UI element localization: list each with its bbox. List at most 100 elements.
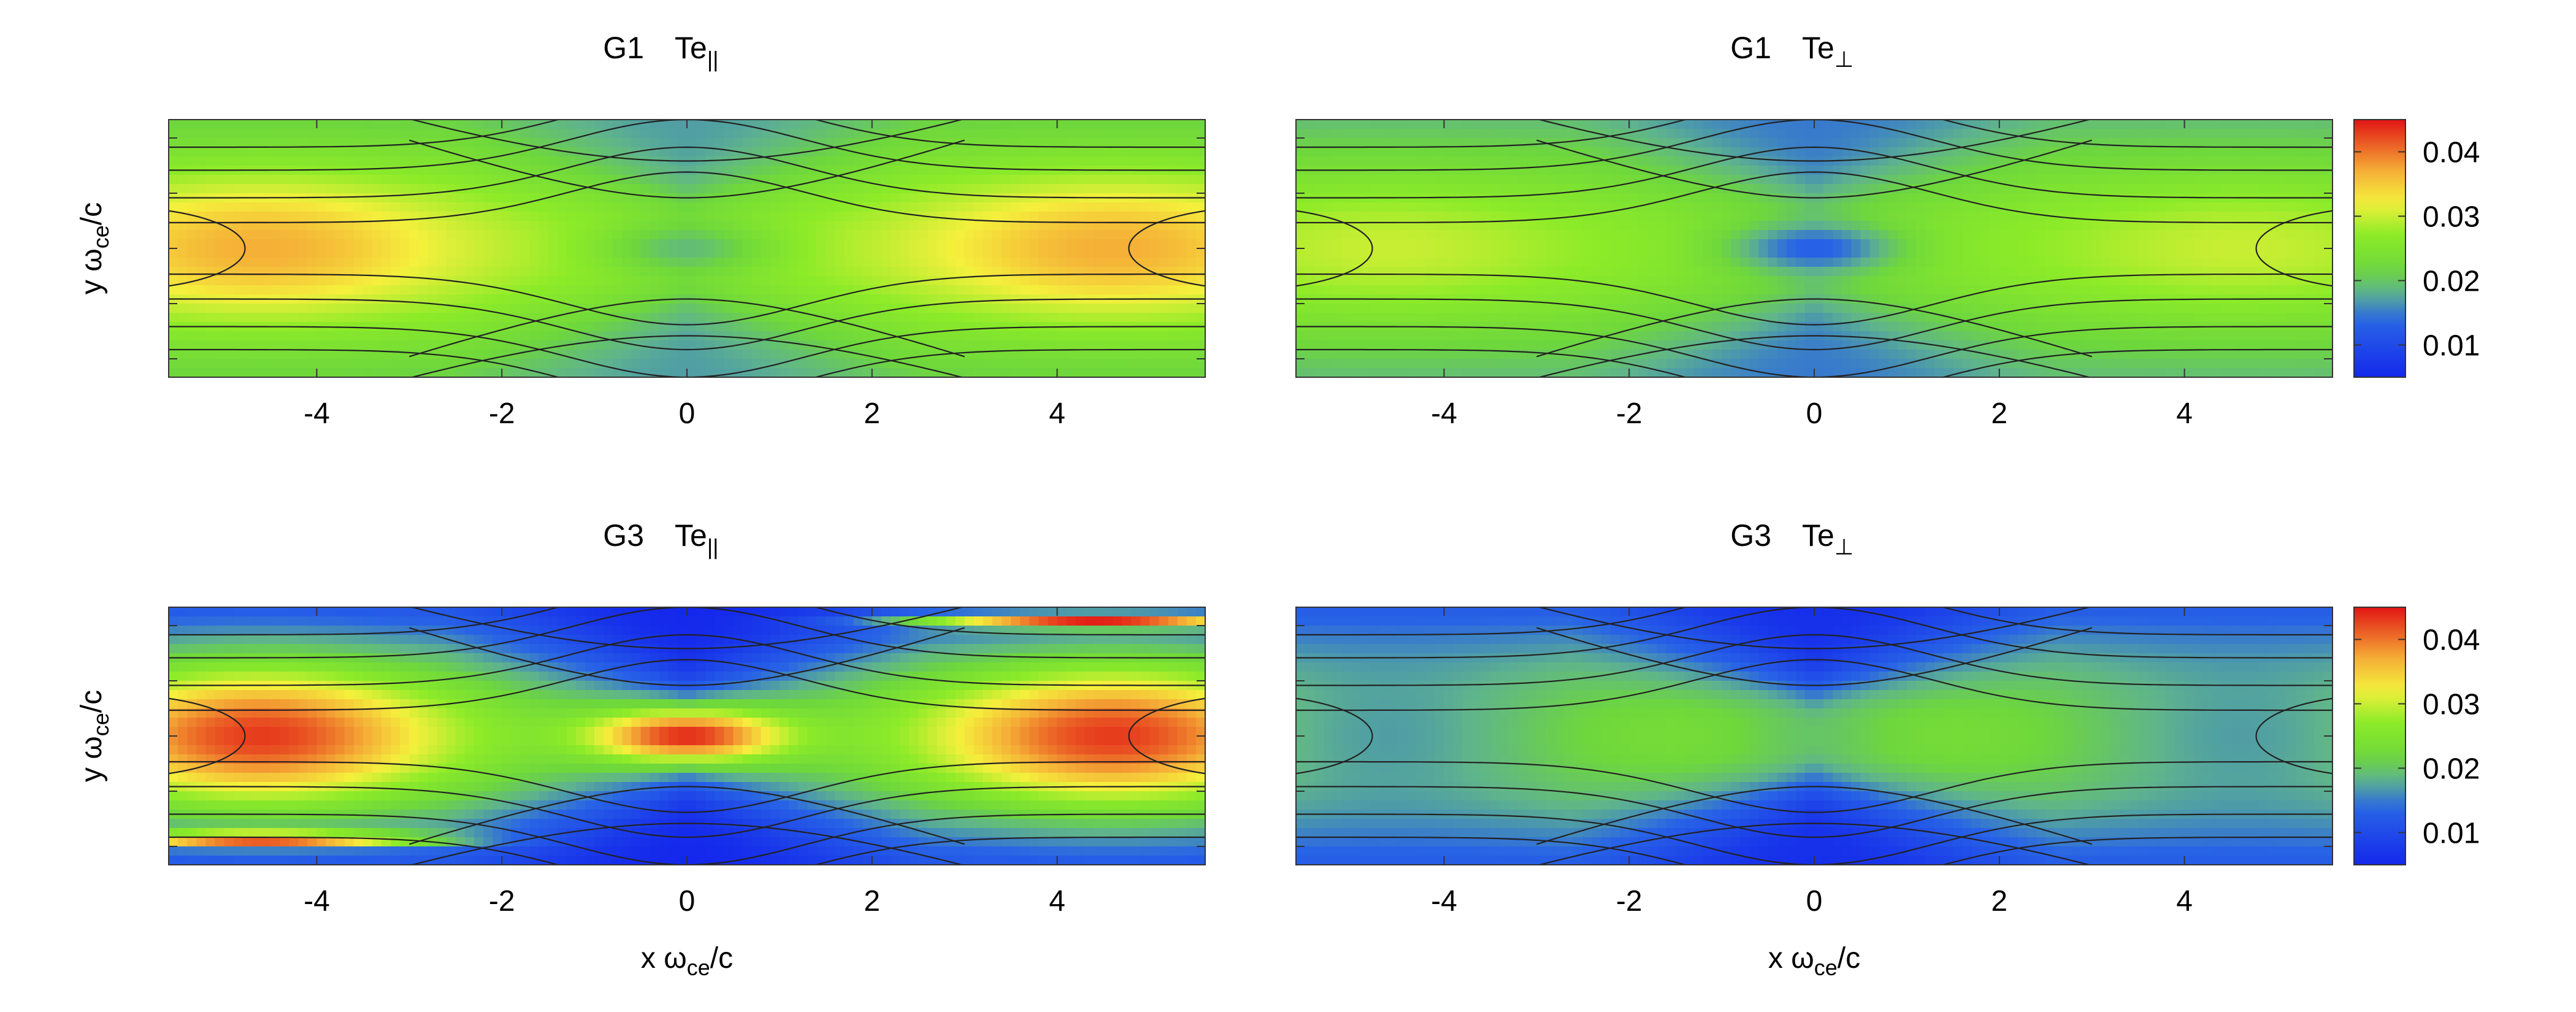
heatmap-cell [770, 350, 780, 359]
heatmap-cell [964, 304, 975, 313]
heatmap-cell [289, 120, 299, 129]
heatmap-cell [1314, 147, 1325, 157]
heatmap-cell [1324, 138, 1334, 148]
heatmap-cell [844, 193, 854, 203]
heatmap-cell [1703, 294, 1713, 304]
heatmap-cell [1305, 156, 1315, 166]
heatmap-cell [251, 120, 262, 129]
heatmap-cell [1814, 147, 1824, 157]
heatmap-cell [1407, 267, 1417, 277]
heatmap-cell [770, 294, 780, 304]
heatmap-cell [280, 267, 289, 277]
heatmap-cell [1122, 350, 1132, 359]
heatmap-cell [631, 239, 642, 249]
heatmap-cell [1666, 368, 1676, 377]
heatmap-cell [400, 239, 410, 249]
heatmap-cell [594, 276, 604, 286]
heatmap-cell [1435, 120, 1445, 129]
heatmap-cell [566, 120, 577, 129]
heatmap-cell [437, 359, 447, 369]
heatmap-cell [409, 184, 420, 194]
heatmap-cell [196, 359, 207, 369]
heatmap-cell [973, 175, 984, 185]
heatmap-cell [215, 359, 225, 369]
heatmap-cell [973, 248, 984, 258]
heatmap-cell [1527, 147, 1538, 157]
heatmap-cell [1740, 166, 1750, 175]
heatmap-cell [233, 175, 243, 185]
heatmap-cell [427, 156, 438, 166]
heatmap-cell [335, 184, 345, 194]
heatmap-cell [353, 350, 364, 359]
heatmap-cell [1416, 230, 1427, 240]
heatmap-cell [1168, 304, 1178, 313]
heatmap-cell [169, 129, 178, 139]
heatmap-cell [575, 267, 586, 277]
heatmap-cell [1499, 248, 1509, 258]
heatmap-cell [1777, 359, 1787, 369]
heatmap-cell [724, 331, 734, 341]
heatmap-cell [1786, 230, 1796, 240]
heatmap-cell [1860, 322, 1871, 332]
heatmap-cell [1518, 129, 1528, 139]
heatmap-cell [215, 258, 225, 267]
heatmap-cell [1011, 368, 1021, 377]
heatmap-cell [1693, 359, 1704, 369]
heatmap-cell [909, 285, 919, 295]
heatmap-cell [1122, 304, 1132, 313]
heatmap-cell [372, 267, 382, 277]
heatmap-cell [400, 313, 410, 323]
heatmap-cell [362, 221, 373, 231]
heatmap-cell [1177, 175, 1187, 185]
heatmap-cell [1592, 239, 1602, 249]
heatmap-cell [1296, 368, 1306, 377]
heatmap-cell [1084, 267, 1095, 277]
heatmap-cell [964, 221, 975, 231]
heatmap-cell [1103, 350, 1113, 359]
heatmap-cell [816, 285, 827, 295]
heatmap-cell [233, 156, 243, 166]
heatmap-cell [1722, 258, 1731, 267]
heatmap-cell [1057, 212, 1067, 221]
heatmap-cell [1342, 258, 1352, 267]
heatmap-cell [1168, 184, 1178, 194]
heatmap-cell [594, 202, 604, 212]
heatmap-cell [1490, 304, 1500, 313]
heatmap-cell [1499, 322, 1509, 332]
heatmap-cell [1611, 212, 1620, 221]
heatmap-cell [1629, 276, 1639, 286]
heatmap-cell [1370, 175, 1380, 185]
heatmap-cell [1103, 175, 1113, 185]
heatmap-cell [705, 221, 716, 231]
heatmap-cell [455, 294, 466, 304]
heatmap-cell [1481, 248, 1491, 258]
heatmap-cell [362, 322, 373, 332]
heatmap-cell [1305, 258, 1315, 267]
heatmap-cell [594, 294, 604, 304]
heatmap-cell [1749, 368, 1760, 377]
heatmap-cell [1657, 212, 1667, 221]
heatmap-cell [1795, 175, 1806, 185]
heatmap-cell [1869, 322, 1880, 332]
heatmap-cell [1481, 267, 1491, 277]
heatmap-cell [1804, 285, 1815, 295]
heatmap-cell [659, 258, 669, 267]
heatmap-cell [400, 340, 410, 350]
heatmap-cell [575, 350, 586, 359]
heatmap-cell [427, 258, 438, 267]
heatmap-cell [1370, 156, 1380, 166]
heatmap-cell [391, 120, 401, 129]
heatmap-cell [1573, 285, 1584, 295]
heatmap-cell [594, 193, 604, 203]
heatmap-cell [1536, 202, 1547, 212]
heatmap-cell [1388, 267, 1398, 277]
heatmap-cell [650, 230, 660, 240]
heatmap-cell [548, 248, 558, 258]
heatmap-cell [344, 147, 355, 157]
heatmap-cell [1462, 175, 1473, 185]
heatmap-cell [233, 340, 243, 350]
heatmap-cell [391, 175, 401, 185]
heatmap-cell [1342, 129, 1352, 139]
heatmap-cell [594, 147, 604, 157]
heatmap-cell [289, 156, 299, 166]
